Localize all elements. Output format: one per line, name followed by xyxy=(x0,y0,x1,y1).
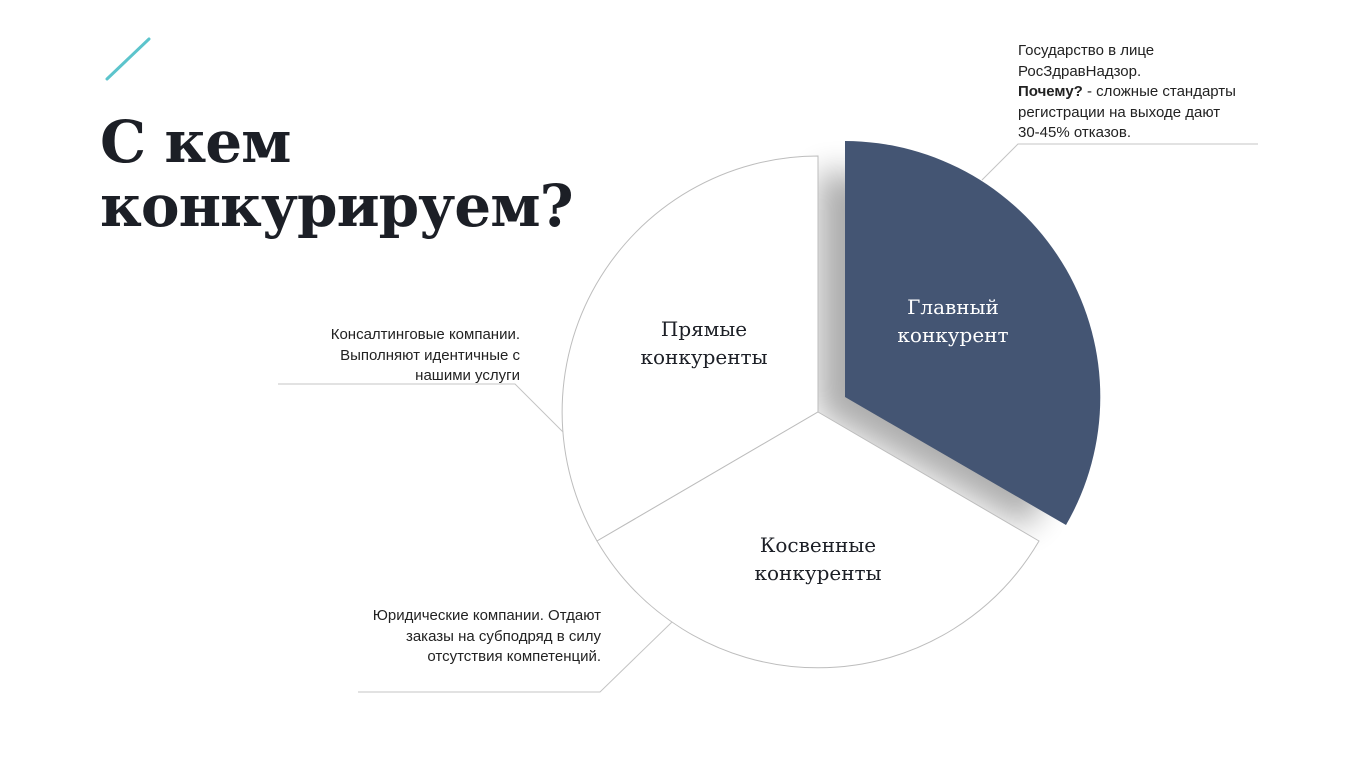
indirect-note-line-3: отсутствия компетенций. xyxy=(427,648,601,665)
direct-note-line-2: Выполняют идентичные с xyxy=(340,346,520,364)
title-line-2: конкурируем? xyxy=(100,172,574,240)
accent-slash-icon xyxy=(105,37,151,81)
indirect-competitors-note: Юридические компании. Отдают заказы на с… xyxy=(320,606,601,668)
indirect-label-line-2: конкуренты xyxy=(754,561,882,585)
indirect-competitors-label: Косвенные конкуренты xyxy=(733,531,903,587)
leader-line-main xyxy=(981,143,1258,181)
indirect-note-line-1: Юридические компании. Отдают xyxy=(372,607,601,624)
title-line-1: С кем xyxy=(100,108,292,176)
leader-line-indirect xyxy=(358,621,673,693)
main-competitor-note: Государство в лице РосЗдравНадзор. Почем… xyxy=(1018,41,1278,144)
leader-line-direct xyxy=(278,383,564,433)
why-text: - сложные стандарты xyxy=(1082,83,1236,100)
direct-note-line-3: нашими услуги xyxy=(415,367,520,384)
main-competitor-label: Главный конкурент xyxy=(868,293,1038,349)
direct-competitors-label: Прямые конкуренты xyxy=(619,315,789,371)
indirect-note-line-2: заказы на субподряд в силу xyxy=(405,627,601,645)
main-note-line-4: регистрации на выходе дают xyxy=(1018,103,1221,121)
direct-competitors-note: Консалтинговые компании. Выполняют идент… xyxy=(268,325,520,387)
segment-direct-competitors xyxy=(561,155,819,542)
direct-note-line-1: Консалтинговые компании. xyxy=(330,326,520,343)
main-label-line-2: конкурент xyxy=(897,323,1009,347)
segment-indirect-competitors xyxy=(596,411,1040,669)
main-note-line-2: РосЗдравНадзор. xyxy=(1018,62,1142,80)
main-label-line-1: Главный xyxy=(907,295,999,319)
direct-label-line-2: конкуренты xyxy=(640,345,768,369)
indirect-label-line-1: Косвенные xyxy=(759,533,877,557)
why-label: Почему? xyxy=(1018,83,1083,100)
main-note-line-1: Государство в лице xyxy=(1018,42,1155,59)
direct-label-line-1: Прямые xyxy=(660,317,748,341)
main-note-why-line: Почему? - сложные стандарты xyxy=(1018,82,1278,103)
page-title: С кем конкурируем? xyxy=(100,108,574,240)
main-note-line-5: 30-45% отказов. xyxy=(1018,124,1132,141)
segment-main-competitor xyxy=(845,141,1101,525)
